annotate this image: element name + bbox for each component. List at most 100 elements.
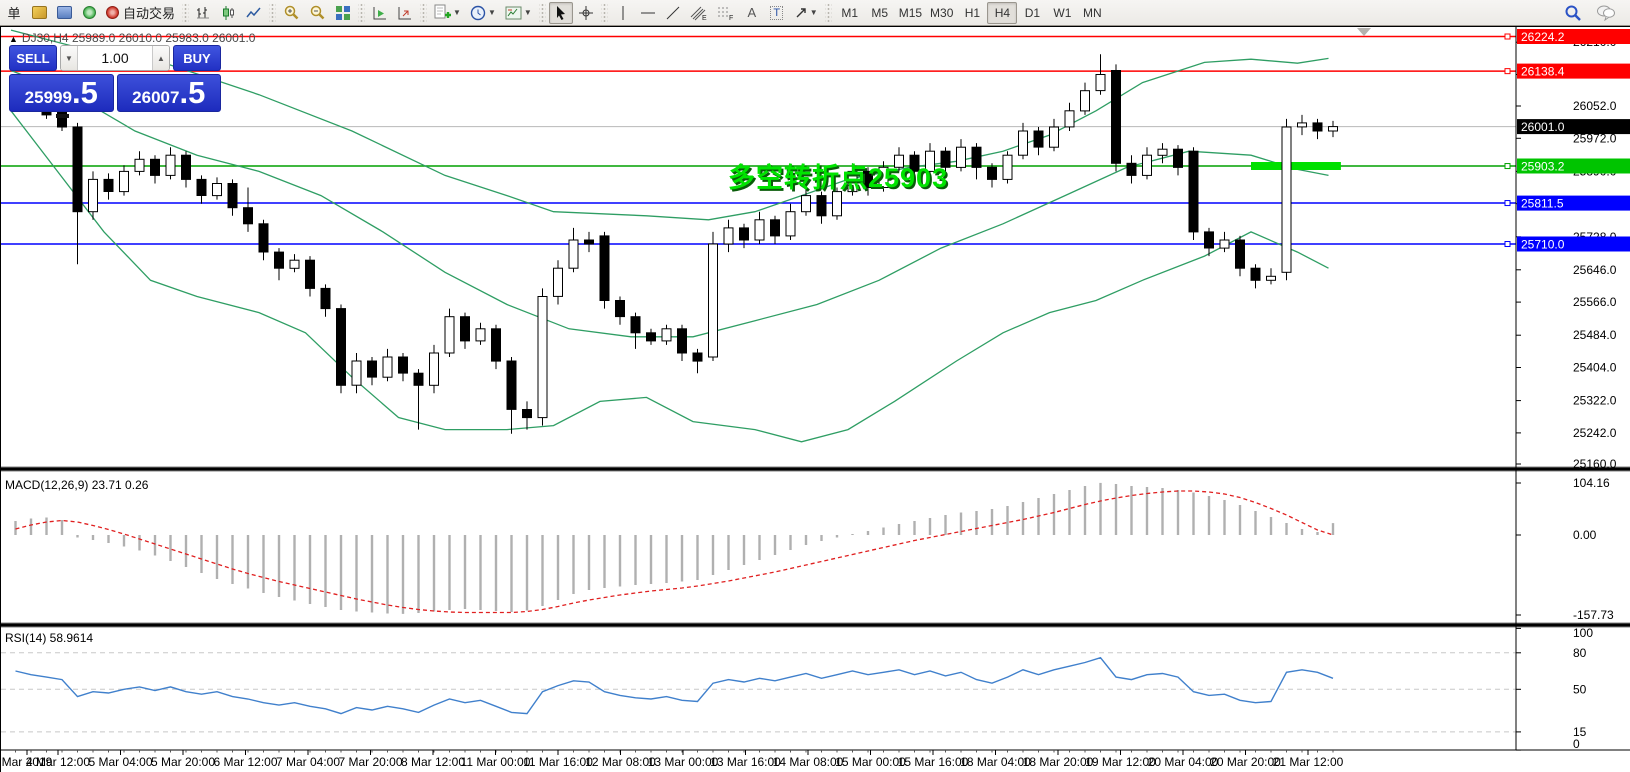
- toolbar-separator: [420, 2, 428, 23]
- window-marker-icon: [1357, 28, 1371, 36]
- svg-text:20 Mar 20:00: 20 Mar 20:00: [1210, 755, 1281, 769]
- toolbar-separator: [538, 2, 546, 23]
- periods-button[interactable]: ▼: [466, 2, 500, 24]
- toolbar-separator: [182, 2, 190, 23]
- auto-scroll-icon[interactable]: [368, 2, 392, 24]
- timeframe-H4[interactable]: H4: [987, 1, 1018, 24]
- timeframe-M30[interactable]: M30: [930, 5, 954, 20]
- tile-windows-icon[interactable]: [331, 2, 355, 24]
- order-label[interactable]: 单: [7, 6, 21, 21]
- svg-text:26138.4: 26138.4: [1521, 65, 1565, 79]
- fibonacci-icon[interactable]: F: [713, 2, 739, 24]
- chat-icon[interactable]: [1592, 2, 1620, 24]
- bar-chart-icon[interactable]: [192, 2, 216, 24]
- timeframe-M5[interactable]: M5: [871, 5, 889, 20]
- zoom-out-icon[interactable]: [305, 2, 330, 24]
- timeframe-MN[interactable]: MN: [1083, 5, 1102, 20]
- new-order-icon[interactable]: [27, 2, 51, 24]
- volume-decrease-button[interactable]: ▼: [61, 46, 78, 70]
- svg-text:5 Mar 20:00: 5 Mar 20:00: [151, 755, 215, 769]
- sell-price-fraction: .5: [71, 75, 98, 110]
- svg-text:80: 80: [1573, 646, 1587, 660]
- autotrading-icon: [106, 6, 119, 19]
- crosshair-icon[interactable]: [574, 2, 598, 24]
- line-chart-icon[interactable]: [242, 2, 266, 24]
- buy-price: 26007: [132, 88, 180, 107]
- chart-shift-icon[interactable]: [393, 2, 417, 24]
- buy-price-fraction: .5: [179, 75, 206, 110]
- horizontal-line-icon[interactable]: [636, 2, 660, 24]
- svg-text:25322.0: 25322.0: [1573, 394, 1617, 408]
- svg-text:25484.0: 25484.0: [1573, 328, 1617, 342]
- timeframe-M1[interactable]: M1: [841, 5, 859, 20]
- panel-collapse-handle[interactable]: [56, 114, 69, 118]
- buy-button[interactable]: BUY: [173, 45, 221, 71]
- rsi-label: RSI(14) 58.9614: [5, 631, 93, 645]
- buy-price-box[interactable]: 26007.5: [116, 74, 221, 112]
- one-click-trading-panel: SELL ▼ 1.00 ▲ BUY 25999.5 26007.5: [9, 45, 221, 118]
- vertical-line-icon[interactable]: [611, 2, 635, 24]
- trendline-icon[interactable]: [661, 2, 685, 24]
- svg-text:E: E: [702, 15, 707, 21]
- chart-annotation: 多空转折点25903: [728, 163, 949, 193]
- svg-text:26224.2: 26224.2: [1521, 30, 1565, 44]
- market-watch-icon[interactable]: [52, 2, 76, 24]
- svg-text:8 Mar 12:00: 8 Mar 12:00: [401, 755, 465, 769]
- cursor-icon[interactable]: [548, 1, 573, 24]
- svg-text:14 Mar 08:00: 14 Mar 08:00: [773, 755, 844, 769]
- autotrading-label: 自动交易: [123, 6, 176, 21]
- svg-text:7 Mar 20:00: 7 Mar 20:00: [338, 755, 402, 769]
- search-icon[interactable]: [1560, 2, 1586, 24]
- chart-canvas[interactable]: MACD(12,26,9) 23.71 0.26 RSI(14) 58.9614 2…: [1, 27, 1630, 772]
- svg-text:25972.0: 25972.0: [1573, 131, 1617, 145]
- svg-text:4 Mar 12:00: 4 Mar 12:00: [26, 755, 90, 769]
- toolbar-separator: [824, 2, 832, 23]
- timeframe-M15[interactable]: M15: [898, 5, 923, 20]
- svg-text:25646.0: 25646.0: [1573, 263, 1617, 277]
- indicators-button[interactable]: ▼: [430, 2, 465, 24]
- svg-text:5 Mar 04:00: 5 Mar 04:00: [88, 755, 152, 769]
- svg-text:25566.0: 25566.0: [1573, 295, 1617, 309]
- svg-text:11 Mar 00:00: 11 Mar 00:00: [461, 755, 531, 769]
- arrows-icon: [796, 7, 806, 17]
- svg-text:19 Mar 12:00: 19 Mar 12:00: [1085, 755, 1156, 769]
- templates-button[interactable]: ▼: [501, 2, 536, 24]
- chart-title: ▲ DJ30,H4 25989.0 26010.0 25983.0 26001.0: [9, 31, 255, 45]
- text-icon[interactable]: A: [747, 5, 757, 20]
- svg-text:Mar 2019: Mar 2019: [2, 755, 53, 769]
- zoom-in-icon[interactable]: [279, 2, 304, 24]
- volume-increase-button[interactable]: ▲: [152, 46, 169, 70]
- sell-button[interactable]: SELL: [9, 45, 57, 71]
- symbol-period-label: DJ30,H4: [21, 31, 69, 45]
- rsi-line: [15, 656, 1334, 715]
- svg-text:18 Mar 04:00: 18 Mar 04:00: [960, 755, 1031, 769]
- svg-text:25404.0: 25404.0: [1573, 361, 1617, 375]
- svg-text:0: 0: [1573, 737, 1580, 751]
- svg-text:26001.0: 26001.0: [1521, 120, 1565, 134]
- candlestick-chart-icon[interactable]: [217, 2, 241, 24]
- sell-price-box[interactable]: 25999.5: [9, 74, 114, 112]
- price-axis: 26210.026130.026052.025972.025890.025810…: [1515, 27, 1630, 751]
- toolbar-separator: [358, 2, 366, 23]
- timeframe-W1[interactable]: W1: [1053, 5, 1072, 20]
- timeframe-H1[interactable]: H1: [964, 5, 981, 20]
- text-label-icon[interactable]: T: [765, 2, 789, 24]
- svg-text:15 Mar 00:00: 15 Mar 00:00: [835, 755, 906, 769]
- svg-text:21 Mar 12:00: 21 Mar 12:00: [1273, 755, 1344, 769]
- macd-label: MACD(12,26,9) 23.71 0.26: [5, 478, 149, 492]
- equidistant-channel-icon[interactable]: E: [686, 2, 712, 24]
- svg-text:13 Mar 16:00: 13 Mar 16:00: [710, 755, 781, 769]
- svg-text:13 Mar 00:00: 13 Mar 00:00: [648, 755, 719, 769]
- window-collapse-icon: ▲: [9, 34, 18, 44]
- autotrading-button[interactable]: 自动交易: [102, 2, 179, 24]
- signal-icon[interactable]: [77, 2, 101, 24]
- periods-icon: [470, 5, 486, 20]
- ohlc-readout: 25989.0 26010.0 25983.0 26001.0: [71, 31, 256, 45]
- svg-text:18 Mar 20:00: 18 Mar 20:00: [1023, 755, 1094, 769]
- chart-window: MACD(12,26,9) 23.71 0.26 RSI(14) 58.9614 2…: [0, 26, 1630, 772]
- timeframe-D1[interactable]: D1: [1024, 5, 1041, 20]
- volume-value[interactable]: 1.00: [101, 50, 129, 66]
- arrows-button[interactable]: ▼: [790, 2, 822, 24]
